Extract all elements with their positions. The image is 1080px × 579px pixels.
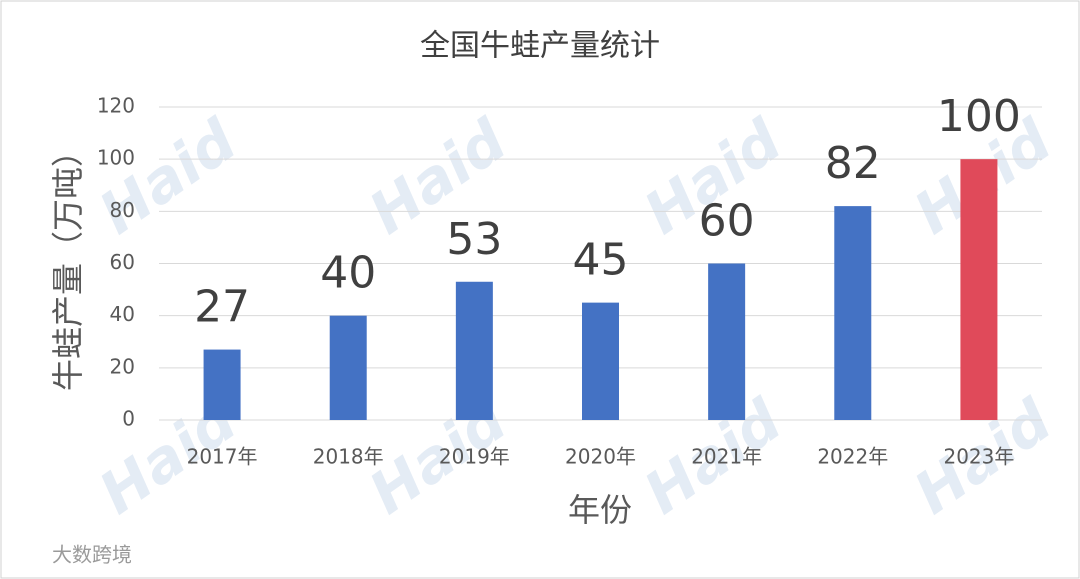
x-tick-label: 2019年 — [439, 445, 510, 469]
data-label: 45 — [573, 235, 629, 286]
y-tick-label: 60 — [110, 250, 135, 274]
x-tick-label: 2017年 — [187, 445, 258, 469]
bar — [834, 206, 872, 420]
data-label: 82 — [825, 138, 881, 189]
bar — [582, 302, 619, 420]
y-tick-label: 40 — [110, 302, 135, 326]
bar — [455, 281, 493, 420]
data-label: 100 — [937, 91, 1021, 142]
data-label: 40 — [320, 248, 376, 299]
y-tick-label: 80 — [110, 198, 135, 222]
y-axis-title: 牛蛙产量（万吨） — [49, 135, 87, 391]
y-tick-label: 120 — [97, 94, 135, 118]
x-tick-label: 2023年 — [943, 445, 1014, 469]
x-tick-label: 2022年 — [817, 445, 888, 469]
y-tick-label: 0 — [122, 407, 135, 431]
chart-title: 全国牛蛙产量统计 — [420, 29, 660, 64]
bar — [203, 349, 241, 420]
data-label: 53 — [446, 214, 502, 265]
bar — [708, 263, 746, 420]
x-tick-label: 2018年 — [313, 445, 384, 469]
x-tick-label: 2020年 — [565, 445, 636, 469]
bar — [960, 159, 998, 420]
x-axis-title: 年份 — [568, 491, 632, 529]
bar — [329, 315, 367, 420]
y-tick-label: 100 — [97, 146, 135, 170]
data-label: 27 — [194, 282, 250, 333]
y-tick-label: 20 — [110, 354, 135, 378]
source-watermark: 大数跨境 — [52, 543, 132, 567]
x-tick-label: 2021年 — [691, 445, 762, 469]
data-label: 60 — [699, 196, 755, 247]
